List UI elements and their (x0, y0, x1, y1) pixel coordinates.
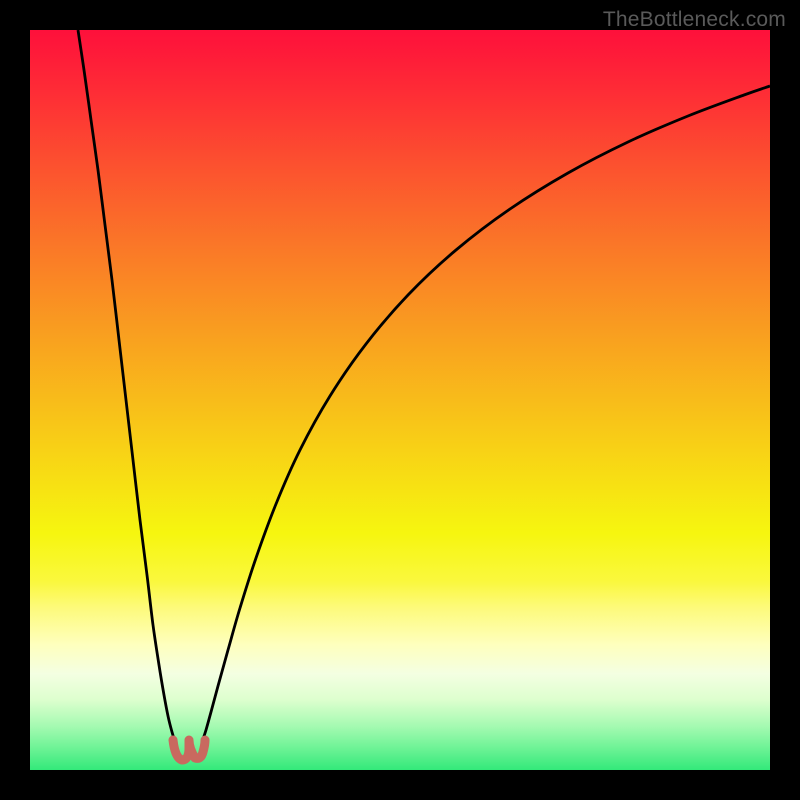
plot-background (30, 30, 770, 770)
chart-svg (0, 0, 800, 800)
chart-container: { "watermark": { "text": "TheBottleneck.… (0, 0, 800, 800)
watermark-text: TheBottleneck.com (603, 8, 786, 32)
